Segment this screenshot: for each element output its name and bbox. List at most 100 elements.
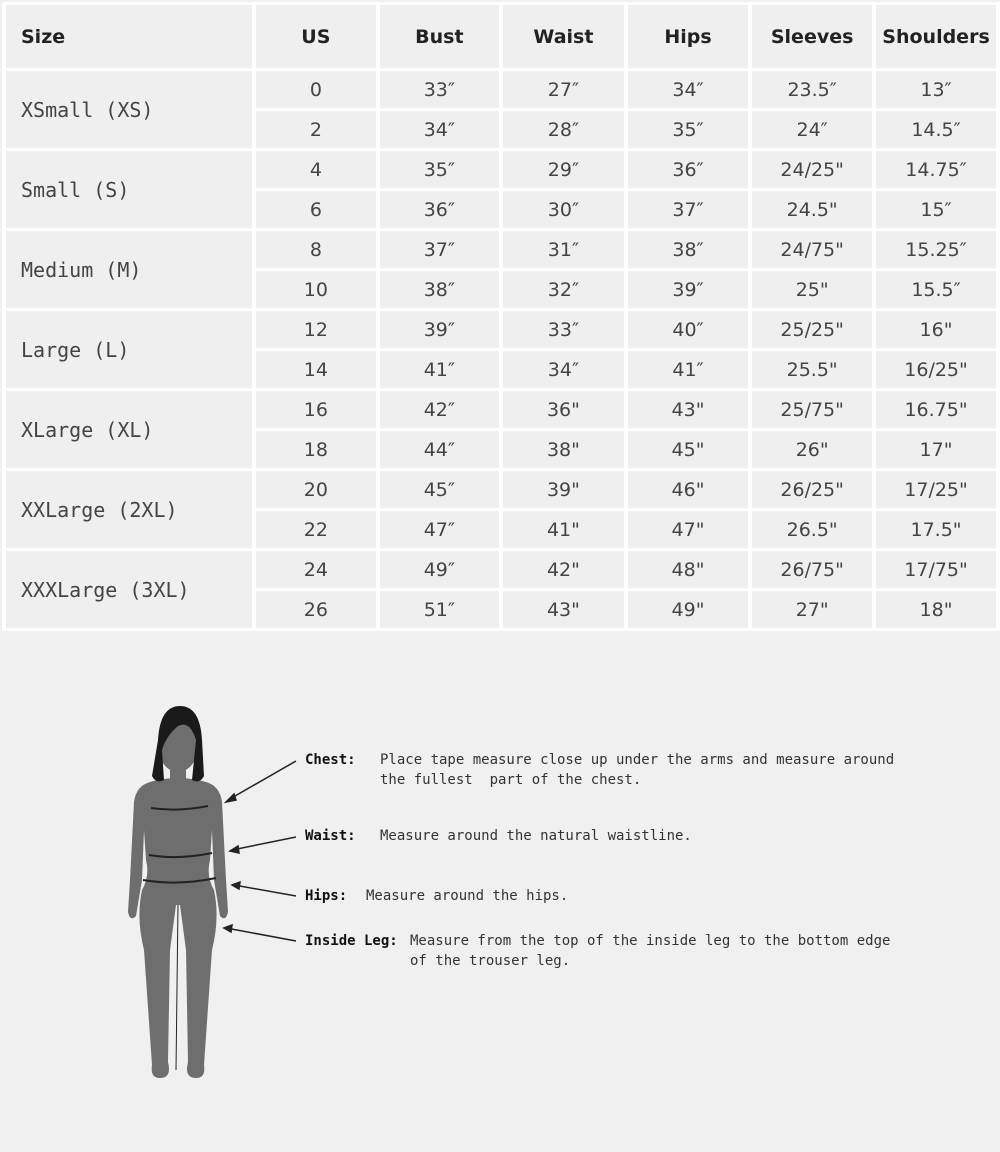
cell-hips: 49" [627, 591, 749, 628]
cell-us: 24 [256, 551, 376, 588]
size-chart-table: Size US Bust Waist Hips Sleeves Shoulder… [2, 2, 1000, 631]
cell-waist: 38" [503, 431, 624, 468]
cell-bust: 33″ [379, 71, 500, 108]
table-row: 22 47″ 41" 47" 26.5" 17.5" [6, 511, 996, 548]
cell-us: 10 [256, 271, 376, 308]
cell-bust: 49″ [379, 551, 500, 588]
inside-leg-text: Measure from the top of the inside leg t… [410, 933, 891, 969]
cell-waist: 27″ [503, 71, 624, 108]
chest-label: Chest: [305, 752, 356, 768]
waist-text: Measure around the natural waistline. [380, 828, 692, 844]
cell-bust: 37″ [379, 231, 500, 268]
cell-us: 0 [256, 71, 376, 108]
cell-hips: 37″ [627, 191, 749, 228]
size-label: XSmall (XS) [6, 71, 253, 148]
cell-sleeves: 25/75" [752, 391, 873, 428]
table-row: 2 34″ 28″ 35″ 24″ 14.5″ [6, 111, 996, 148]
cell-shoulders: 17" [876, 431, 996, 468]
cell-shoulders: 16" [876, 311, 996, 348]
size-label: XXXLarge (3XL) [6, 551, 253, 628]
chest-guide: Chest: [305, 750, 356, 770]
cell-sleeves: 24/25" [752, 151, 873, 188]
cell-us: 2 [256, 111, 376, 148]
cell-waist: 34″ [503, 351, 624, 388]
hair [152, 706, 204, 782]
cell-waist: 29″ [503, 151, 624, 188]
table-row: Medium (M) 8 37″ 31″ 38″ 24/75" 15.25″ [6, 231, 996, 308]
table-row: Large (L) 12 39″ 33″ 40″ 25/25" 16" [6, 311, 996, 388]
cell-sleeves: 24″ [752, 111, 873, 148]
cell-shoulders: 17.5" [876, 511, 996, 548]
table-row: XXXLarge (3XL) 24 49″ 42" 48" 26/75" 17/75" [6, 551, 996, 628]
size-label: XXLarge (2XL) [6, 471, 253, 548]
cell-bust: 45″ [379, 471, 500, 508]
size-label: Small (S) [6, 151, 253, 228]
cell-sleeves: 25/25" [752, 311, 873, 348]
cell-shoulders: 15.25″ [876, 231, 996, 268]
cell-hips: 39″ [627, 271, 749, 308]
cell-waist: 39" [503, 471, 624, 508]
cell-hips: 41″ [627, 351, 749, 388]
cell-waist: 33″ [503, 311, 624, 348]
cell-bust: 51″ [379, 591, 500, 628]
cell-hips: 47" [627, 511, 749, 548]
cell-us: 14 [256, 351, 376, 388]
cell-shoulders: 16/25" [876, 351, 996, 388]
inside-leg-label: Inside Leg: [305, 933, 398, 949]
table-row: 10 38″ 32″ 39″ 25" 15.5″ [6, 271, 996, 308]
cell-sleeves: 26" [752, 431, 873, 468]
cell-shoulders: 16.75" [876, 391, 996, 428]
cell-hips: 45" [627, 431, 749, 468]
cell-us: 20 [256, 471, 376, 508]
cell-sleeves: 27" [752, 591, 873, 628]
arrows [222, 760, 297, 942]
cell-hips: 38″ [627, 231, 749, 268]
cell-sleeves: 26/25" [752, 471, 873, 508]
cell-sleeves: 24/75" [752, 231, 873, 268]
cell-waist: 41" [503, 511, 624, 548]
cell-hips: 36″ [627, 151, 749, 188]
cell-shoulders: 15.5″ [876, 271, 996, 308]
header-hips: Hips [627, 5, 749, 68]
header-waist: Waist [503, 5, 624, 68]
cell-waist: 28″ [503, 111, 624, 148]
cell-hips: 40″ [627, 311, 749, 348]
cell-hips: 35″ [627, 111, 749, 148]
header-sleeves: Sleeves [752, 5, 873, 68]
cell-us: 4 [256, 151, 376, 188]
size-label: Large (L) [6, 311, 253, 388]
cell-hips: 43" [627, 391, 749, 428]
cell-bust: 42″ [379, 391, 500, 428]
cell-shoulders: 15″ [876, 191, 996, 228]
table-row: 14 41″ 34″ 41″ 25.5" 16/25" [6, 351, 996, 388]
size-label: Medium (M) [6, 231, 253, 308]
table-row: 26 51″ 43" 49" 27" 18" [6, 591, 996, 628]
hips-label: Hips: [305, 888, 348, 904]
cell-waist: 31″ [503, 231, 624, 268]
measurement-guide: Chest: Place tape measure close up under… [0, 690, 1000, 1094]
inside-leg-guide: Inside Leg: [305, 931, 398, 951]
size-label: XLarge (XL) [6, 391, 253, 468]
body-silhouette-icon [128, 706, 297, 1078]
cell-us: 22 [256, 511, 376, 548]
cell-sleeves: 25.5" [752, 351, 873, 388]
cell-bust: 34″ [379, 111, 500, 148]
cell-hips: 34″ [627, 71, 749, 108]
waist-label: Waist: [305, 828, 356, 844]
cell-waist: 30″ [503, 191, 624, 228]
table-row: Small (S) 4 35″ 29″ 36″ 24/25" 14.75″ [6, 151, 996, 228]
header-size: Size [6, 5, 253, 68]
table-row: XXLarge (2XL) 20 45″ 39" 46" 26/25" 17/25" [6, 471, 996, 548]
table-row: 6 36″ 30″ 37″ 24.5" 15″ [6, 191, 996, 228]
cell-waist: 43" [503, 591, 624, 628]
cell-waist: 32″ [503, 271, 624, 308]
cell-shoulders: 17/75" [876, 551, 996, 588]
cell-hips: 48" [627, 551, 749, 588]
cell-waist: 36" [503, 391, 624, 428]
header-bust: Bust [379, 5, 500, 68]
cell-bust: 41″ [379, 351, 500, 388]
cell-bust: 38″ [379, 271, 500, 308]
cell-sleeves: 24.5" [752, 191, 873, 228]
waist-guide: Waist: [305, 826, 356, 846]
cell-bust: 44″ [379, 431, 500, 468]
